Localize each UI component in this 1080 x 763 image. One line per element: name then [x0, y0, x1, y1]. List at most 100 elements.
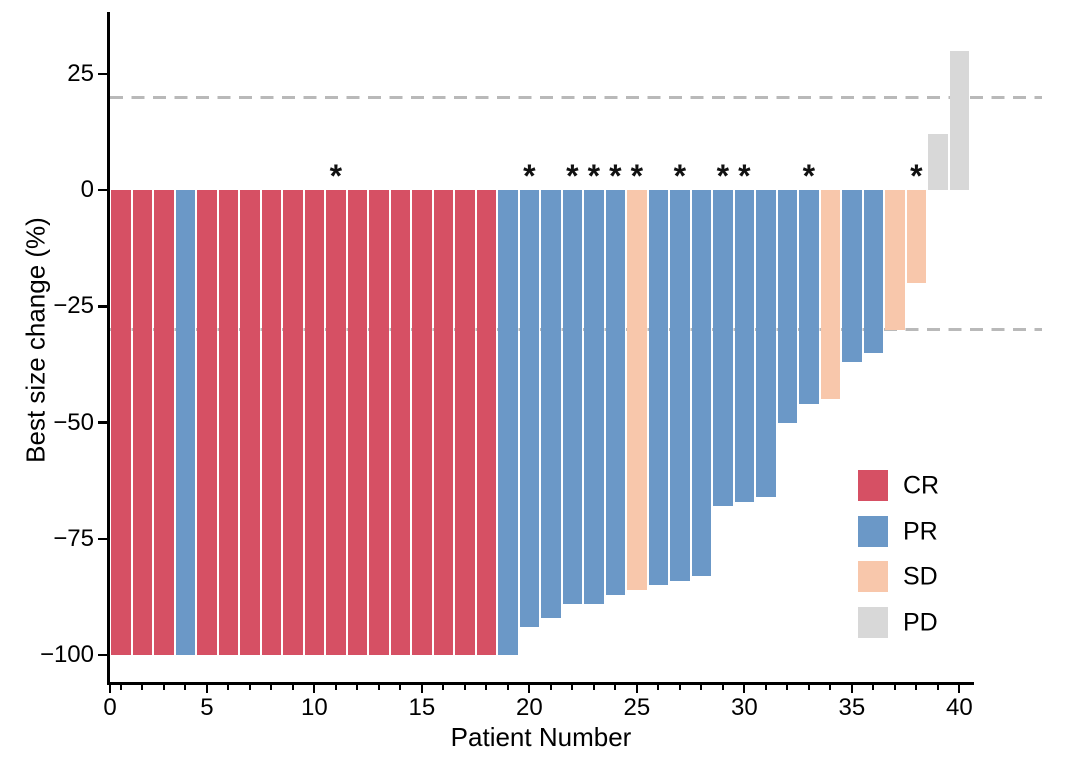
- legend-swatch-pd: [858, 606, 888, 638]
- x-tick-patient-39: [936, 683, 939, 690]
- significance-asterisk-patient-29: *: [716, 158, 730, 194]
- x-tick-label-25: 25: [623, 694, 651, 721]
- bar-patient-35: [842, 190, 862, 363]
- bar-patient-27: [670, 190, 690, 581]
- x-tick-patient-28: [700, 683, 703, 690]
- x-tick-patient-5: [205, 683, 208, 693]
- x-tick-patient-3: [162, 683, 165, 690]
- bar-patient-9: [283, 190, 303, 655]
- bar-patient-12: [347, 190, 368, 655]
- x-tick-patient-11: [334, 683, 337, 690]
- x-tick-patient-12: [356, 683, 359, 690]
- y-tick-label--50: −50: [53, 408, 94, 436]
- bar-patient-26: [648, 190, 669, 586]
- bar-patient-29: [713, 190, 733, 507]
- x-tick-label-0: 0: [103, 694, 117, 721]
- bar-patient-3: [154, 190, 174, 655]
- x-tick-patient-8: [270, 683, 273, 690]
- bar-patient-10: [304, 190, 325, 655]
- significance-asterisk-patient-11: *: [329, 158, 343, 194]
- x-tick-patient-16: [442, 683, 445, 690]
- bar-patient-32: [777, 190, 798, 423]
- y-tick--50: [98, 421, 108, 424]
- significance-asterisk-patient-33: *: [802, 158, 816, 194]
- legend-label-pd: PD: [903, 608, 938, 636]
- bar-patient-1: [111, 190, 131, 655]
- significance-asterisk-patient-27: *: [673, 158, 687, 194]
- bar-patient-15: [412, 190, 432, 655]
- x-tick-patient-6: [227, 683, 230, 690]
- x-tick-patient-26: [657, 683, 660, 690]
- x-tick-patient-4: [184, 683, 187, 690]
- x-tick-patient-31: [764, 683, 767, 690]
- x-tick-patient-36: [872, 683, 875, 690]
- legend-swatch-cr: [858, 470, 888, 501]
- x-tick-label-35: 35: [838, 694, 866, 721]
- x-axis-line: [106, 681, 974, 685]
- bar-patient-5: [197, 190, 217, 655]
- bar-patient-40: [949, 50, 970, 190]
- bar-patient-37: [885, 190, 905, 330]
- bar-patient-6: [218, 190, 239, 655]
- significance-asterisk-patient-30: *: [738, 158, 751, 194]
- bar-patient-4: [175, 190, 196, 655]
- bar-patient-31: [756, 190, 776, 497]
- legend-label-pr: PR: [903, 517, 938, 545]
- bar-patient-25: [627, 190, 647, 590]
- legend-label-cr: CR: [903, 471, 940, 500]
- significance-asterisk-patient-22: *: [566, 158, 579, 194]
- x-tick-patient-21: [549, 683, 552, 690]
- x-tick-patient-40: [958, 683, 961, 693]
- bar-patient-14: [390, 190, 411, 655]
- x-tick-patient-7: [248, 683, 251, 690]
- bar-patient-7: [240, 190, 260, 655]
- x-tick-0: [108, 683, 112, 693]
- x-tick-patient-19: [506, 683, 509, 690]
- x-tick-label-5: 5: [200, 694, 214, 721]
- y-tick-label--25: −25: [53, 292, 94, 320]
- bar-patient-18: [476, 190, 497, 655]
- significance-asterisk-patient-24: *: [609, 158, 622, 194]
- y-tick--25: [98, 305, 108, 308]
- x-tick-patient-32: [786, 683, 789, 690]
- x-tick-patient-33: [807, 683, 810, 690]
- x-tick-label-10: 10: [301, 694, 328, 721]
- x-tick-patient-2: [141, 683, 144, 690]
- bar-patient-21: [541, 190, 561, 618]
- y-tick-label--75: −75: [53, 524, 94, 552]
- x-tick-patient-34: [829, 683, 832, 690]
- x-tick-patient-30: [743, 683, 746, 693]
- bar-patient-38: [906, 190, 927, 283]
- x-tick-label-20: 20: [516, 694, 543, 721]
- y-axis-line: [106, 12, 110, 685]
- bar-patient-17: [455, 190, 475, 655]
- y-tick-25: [98, 72, 108, 75]
- x-tick-patient-15: [420, 683, 423, 693]
- x-tick-patient-23: [592, 683, 595, 690]
- bar-patient-16: [433, 190, 454, 655]
- significance-asterisk-patient-20: *: [523, 158, 536, 194]
- bar-patient-36: [863, 190, 884, 353]
- x-tick-patient-27: [678, 683, 681, 690]
- bar-patient-39: [928, 134, 948, 190]
- x-tick-label-15: 15: [408, 694, 436, 721]
- bar-patient-8: [261, 190, 282, 655]
- x-tick-patient-35: [850, 683, 853, 693]
- legend-swatch-pr: [858, 515, 888, 547]
- x-tick-patient-1: [119, 683, 122, 690]
- bar-patient-34: [820, 190, 841, 400]
- x-tick-patient-24: [614, 683, 617, 690]
- bar-patient-20: [519, 190, 540, 628]
- x-tick-patient-10: [313, 683, 316, 693]
- x-tick-patient-13: [377, 683, 380, 690]
- y-tick-label--100: −100: [39, 641, 94, 668]
- bar-patient-24: [605, 190, 626, 595]
- bar-patient-30: [734, 190, 755, 502]
- x-tick-patient-29: [721, 683, 724, 690]
- bar-patient-28: [691, 190, 712, 576]
- significance-asterisk-patient-38: *: [910, 158, 923, 194]
- x-axis-title: Patient Number: [450, 722, 632, 752]
- x-tick-patient-9: [291, 683, 294, 690]
